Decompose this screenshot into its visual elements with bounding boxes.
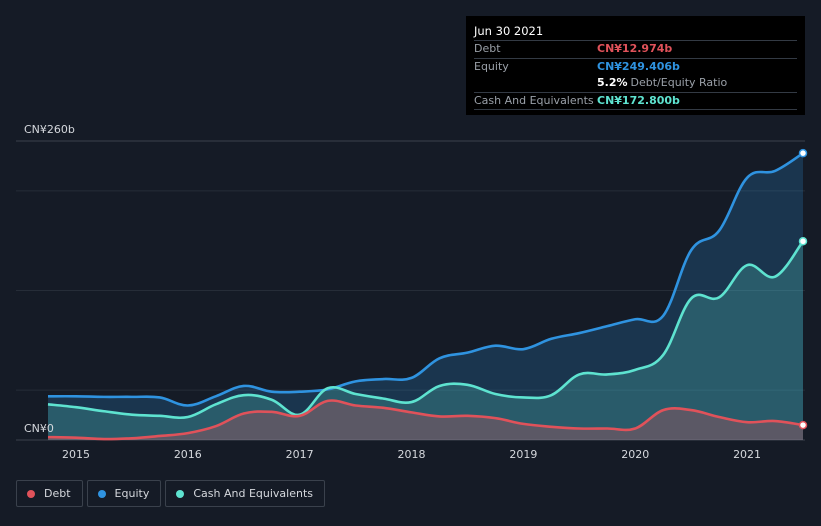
data-tooltip: Jun 30 2021 Debt CN¥12.974b Equity CN¥24…	[466, 16, 805, 115]
legend-label-cash: Cash And Equivalents	[193, 487, 313, 500]
y-tick-label-zero: CN¥0	[24, 422, 54, 435]
series-lines	[47, 152, 805, 441]
y-tick-label-top: CN¥260b	[24, 123, 75, 136]
x-tick-label: 2018	[398, 448, 426, 461]
tooltip-row-debt: Debt CN¥12.974b	[474, 41, 797, 59]
tooltip-cash-label: Cash And Equivalents	[474, 93, 594, 107]
debt-endpoint	[798, 420, 808, 430]
cash-dot-icon	[176, 489, 185, 498]
x-tick-label: 2016	[174, 448, 202, 461]
x-tick-label: 2020	[621, 448, 649, 461]
tooltip-row-cash: Cash And Equivalents CN¥172.800b	[474, 93, 797, 110]
legend-item-debt[interactable]: Debt	[16, 480, 83, 507]
tooltip-debt-value: CN¥12.974b	[597, 42, 673, 55]
debt-line	[47, 399, 804, 441]
equity-dot-icon	[97, 489, 106, 498]
tooltip-row-ratio: 5.2% Debt/Equity Ratio	[474, 75, 797, 93]
tooltip-ratio: 5.2% Debt/Equity Ratio	[597, 75, 727, 92]
x-tick-label: 2021	[733, 448, 761, 461]
cash-and-equivalents-area	[48, 241, 803, 440]
tooltip-cash-value: CN¥172.800b	[597, 93, 680, 107]
legend-item-equity[interactable]: Equity	[86, 480, 162, 507]
x-tick-label: 2017	[286, 448, 314, 461]
tooltip-equity-label: Equity	[474, 59, 509, 73]
equity-endpoint	[798, 148, 808, 158]
legend-label-debt: Debt	[44, 487, 71, 500]
grid-lines	[16, 140, 805, 441]
equity-line	[47, 152, 804, 407]
debt-dot-icon	[27, 489, 35, 498]
chart-legend: Debt Equity Cash And Equivalents	[16, 480, 329, 507]
tooltip-ratio-label: Debt/Equity Ratio	[630, 76, 728, 89]
tooltip-date: Jun 30 2021	[474, 23, 797, 41]
legend-item-cash[interactable]: Cash And Equivalents	[165, 480, 325, 507]
series-endpoints[interactable]	[798, 148, 808, 430]
x-tick-label: 2019	[509, 448, 537, 461]
tooltip-equity-value: CN¥249.406b	[597, 59, 680, 73]
legend-label-equity: Equity	[114, 487, 150, 500]
equity-area	[48, 153, 803, 440]
cash-and-equivalents-line	[47, 240, 805, 420]
tooltip-row-equity: Equity CN¥249.406b	[474, 59, 797, 76]
x-tick-label: 2015	[62, 448, 90, 461]
cash-and-equivalents-endpoint	[798, 237, 808, 246]
tooltip-ratio-value: 5.2%	[597, 76, 628, 89]
x-axis-ticks: 2015 2016 2017 2018 2019 2020 2021	[62, 448, 761, 461]
tooltip-debt-label: Debt	[474, 42, 501, 55]
